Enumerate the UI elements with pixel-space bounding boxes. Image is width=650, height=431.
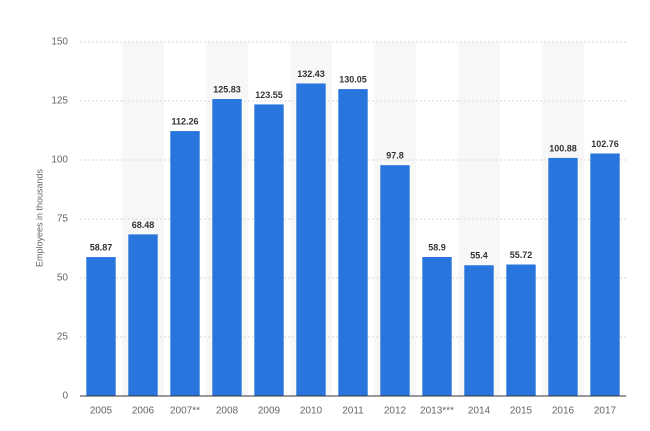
value-label: 58.87 xyxy=(90,242,113,252)
x-tick-label: 2017 xyxy=(594,406,617,417)
x-tick-label: 2014 xyxy=(468,406,491,417)
value-label: 123.55 xyxy=(255,90,283,100)
y-tick-label: 150 xyxy=(51,37,68,48)
y-tick-label: 125 xyxy=(51,96,68,107)
value-label: 102.76 xyxy=(591,139,619,149)
x-tick-label: 2010 xyxy=(300,406,323,417)
x-tick-label: 2016 xyxy=(552,406,575,417)
x-tick-label: 2012 xyxy=(384,406,407,417)
bar xyxy=(590,153,620,396)
x-tick-label: 2008 xyxy=(216,406,239,417)
value-label: 125.83 xyxy=(213,84,241,94)
y-axis-label: Employees in thousands xyxy=(34,168,44,267)
value-label: 68.48 xyxy=(132,220,155,230)
bar xyxy=(464,265,494,396)
bar xyxy=(296,83,326,396)
bar xyxy=(422,256,452,396)
value-label: 97.8 xyxy=(386,151,404,161)
value-label: 100.88 xyxy=(549,143,577,153)
y-tick-label: 75 xyxy=(57,214,69,225)
bar xyxy=(170,131,200,396)
x-tick-label: 2009 xyxy=(258,406,281,417)
y-tick-label: 25 xyxy=(57,332,69,343)
value-label: 130.05 xyxy=(339,74,367,84)
x-tick-label: 2013*** xyxy=(420,406,454,417)
value-label: 58.9 xyxy=(428,242,446,252)
bar xyxy=(506,264,536,396)
y-tick-label: 0 xyxy=(62,391,68,402)
x-tick-label: 2005 xyxy=(90,406,113,417)
bar xyxy=(254,104,284,396)
bar xyxy=(86,257,116,396)
bar xyxy=(548,157,578,396)
bar xyxy=(380,165,410,396)
value-label: 112.26 xyxy=(171,116,198,126)
value-label: 55.4 xyxy=(470,251,488,261)
x-tick-label: 2007** xyxy=(170,406,200,417)
x-tick-label: 2011 xyxy=(342,406,364,417)
bar xyxy=(338,89,368,396)
y-tick-label: 100 xyxy=(51,155,68,166)
bar xyxy=(212,99,242,396)
x-tick-label: 2015 xyxy=(510,406,533,417)
value-label: 132.43 xyxy=(297,69,325,79)
value-label: 55.72 xyxy=(510,250,533,260)
bar xyxy=(128,234,158,396)
y-tick-label: 50 xyxy=(57,273,69,284)
x-tick-label: 2006 xyxy=(132,406,155,417)
